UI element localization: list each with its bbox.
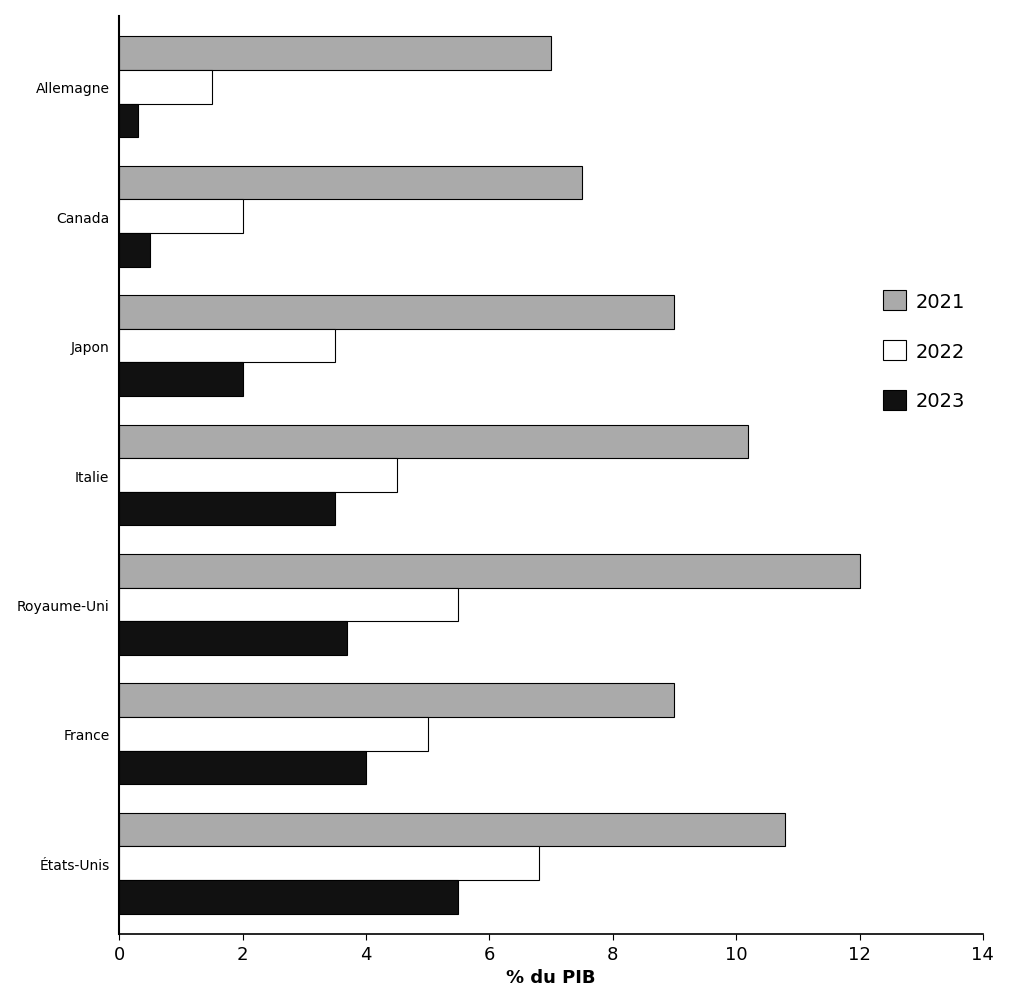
Bar — [119, 104, 137, 138]
Bar — [119, 458, 396, 492]
Bar — [119, 71, 211, 104]
Bar — [119, 555, 859, 588]
Bar — [119, 751, 366, 784]
Bar — [119, 363, 243, 397]
Bar — [119, 329, 335, 363]
Bar — [119, 847, 539, 881]
Bar — [119, 881, 458, 914]
Bar — [119, 588, 458, 622]
Bar — [119, 296, 674, 329]
Bar — [119, 234, 150, 268]
Bar — [119, 717, 428, 751]
X-axis label: % du PIB: % du PIB — [507, 968, 595, 986]
Bar — [119, 622, 348, 655]
Bar — [119, 812, 786, 847]
Bar — [119, 684, 674, 717]
Bar — [119, 492, 335, 526]
Bar — [119, 37, 551, 71]
Bar — [119, 166, 582, 201]
Legend: 2021, 2022, 2023: 2021, 2022, 2023 — [876, 283, 974, 418]
Bar — [119, 425, 748, 458]
Bar — [119, 201, 243, 234]
